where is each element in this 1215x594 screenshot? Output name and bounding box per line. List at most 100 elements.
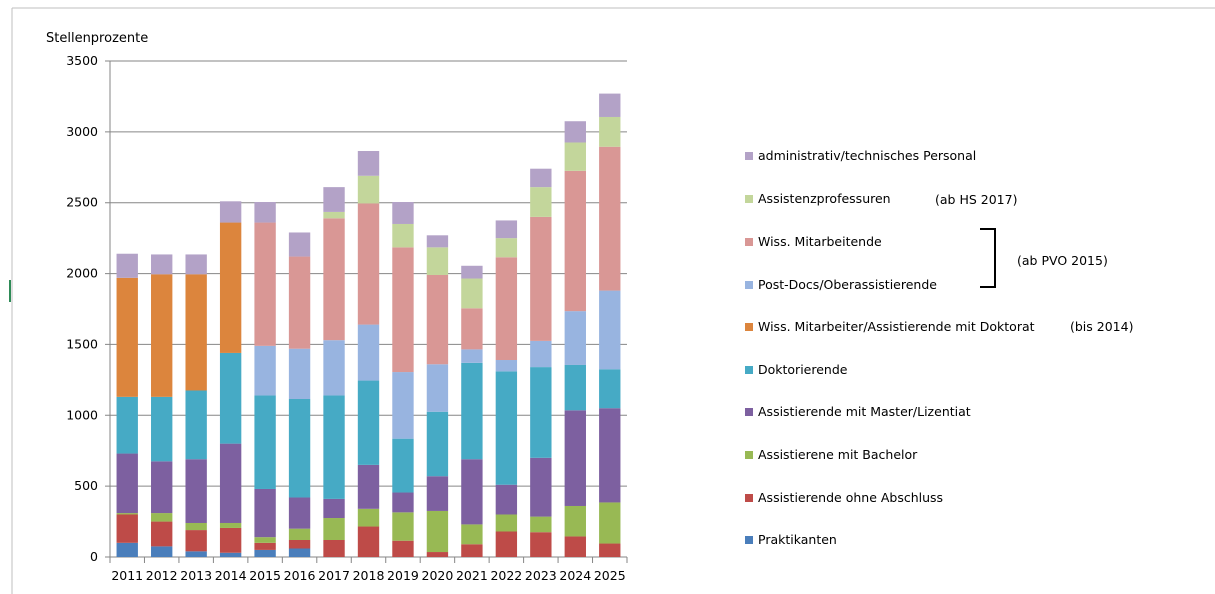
legend-swatch [745,281,753,289]
x-tick-label: 2019 [387,568,419,583]
bar-segment [392,540,414,557]
bar-segment [530,340,552,368]
x-tick-label: 2013 [180,568,212,583]
bar-segment [288,539,311,549]
y-tick-label: 3500 [66,53,98,68]
bar-segment [564,311,586,365]
bar-segment [461,349,483,363]
legend-swatch [745,195,753,203]
bar-segment [461,278,483,309]
x-tick-label: 2014 [215,568,247,583]
bar-segment [461,265,483,279]
bar-segment [288,398,311,498]
bar-segment [392,202,414,224]
bar-segment [151,546,173,557]
bar-segment [357,508,380,527]
bar-segment [530,367,552,458]
bar-segment [599,146,621,291]
bar-segment [219,552,242,557]
y-tick-label: 2500 [66,195,98,210]
bar-segment [426,364,449,412]
bar-segment [495,360,518,372]
legend-bracket [980,228,996,288]
bar-segment [495,257,518,361]
legend-swatch [745,366,753,374]
x-tick-label: 2012 [146,568,178,583]
bar-segment [185,459,207,523]
legend-annotation-pvo: (ab PVO 2015) [1017,253,1108,268]
bar-segment [288,497,311,529]
bar-segment [392,247,414,373]
bar-segment [219,443,242,523]
x-tick-label: 2016 [284,568,316,583]
y-tick-label: 0 [90,549,98,564]
bar-segment [564,121,586,143]
bar-segment [495,371,518,485]
bar-segment [599,502,621,544]
bar-segment [254,222,276,346]
bar-segment [151,274,173,397]
legend-entry: administrativ/technisches Personal [758,148,976,163]
x-tick-labels: 2011 2012 2013 2014 2015 2016 2017 2018 2019 2020… [111,568,625,583]
bar-segment [254,345,276,396]
bar-segment [323,218,345,341]
legend-swatch [745,451,753,459]
x-tick-label: 2015 [249,568,281,583]
legend-swatch [745,238,753,246]
bar-segment [495,220,518,239]
bar-segment [323,395,345,499]
bar-segment [392,372,414,439]
legend-entry: Doktorierende [758,362,848,377]
x-tick-label: 2025 [594,568,626,583]
bar-segment [564,536,586,557]
x-tick-label: 2021 [456,568,488,583]
legend-entry: Assistenzprofessuren [758,191,891,206]
bar-segment [495,531,518,557]
x-tick-label: 2022 [490,568,522,583]
bar-segment [495,238,518,258]
x-axis [109,61,628,563]
bar-segment [219,522,242,528]
bar-segment [530,532,552,557]
bar-segment [219,527,242,553]
bar-segment [116,513,138,515]
bar-segment [599,408,621,503]
y-tick-label: 1000 [66,407,98,422]
bar-segment [461,362,483,460]
bar-segment [392,492,414,513]
bar-segment [426,235,449,248]
bar-segment [254,202,276,223]
bar-segment [426,552,449,557]
bar-segment [254,542,276,550]
bar-segment [288,528,311,540]
bar-segment [461,544,483,557]
bar-segment [219,201,242,223]
bar-segment [254,549,276,557]
bar-segment [599,543,621,557]
bar-segment [151,254,173,275]
bar-segment [357,526,380,557]
bar-segment [357,464,380,509]
bar-segment [185,254,207,275]
x-tick-label: 2011 [111,568,143,583]
bar-segment [426,411,449,477]
y-tick-label: 3000 [66,124,98,139]
legend-annotation-bis2014: (bis 2014) [1070,319,1133,334]
legend-swatch [745,536,753,544]
bar-segment [392,438,414,493]
bar-segment [461,524,483,545]
bar-segment [599,369,621,409]
bar-segment [357,175,380,204]
bar-segment [530,457,552,517]
bar-segment [185,530,207,552]
bar-segment [185,274,207,391]
legend-entry: Assistierende ohne Abschluss [758,490,943,505]
y-tick-labels: 0 500 1000 1500 2000 2500 3000 3500 [66,53,98,564]
y-tick-label: 2000 [66,266,98,281]
bar-segment [461,459,483,525]
bar-segment [599,116,621,147]
legend-entry: Wiss. Mitarbeiter/Assistierende mit Dokt… [758,319,1035,334]
bar-segment [323,211,345,219]
x-tick-label: 2017 [318,568,350,583]
